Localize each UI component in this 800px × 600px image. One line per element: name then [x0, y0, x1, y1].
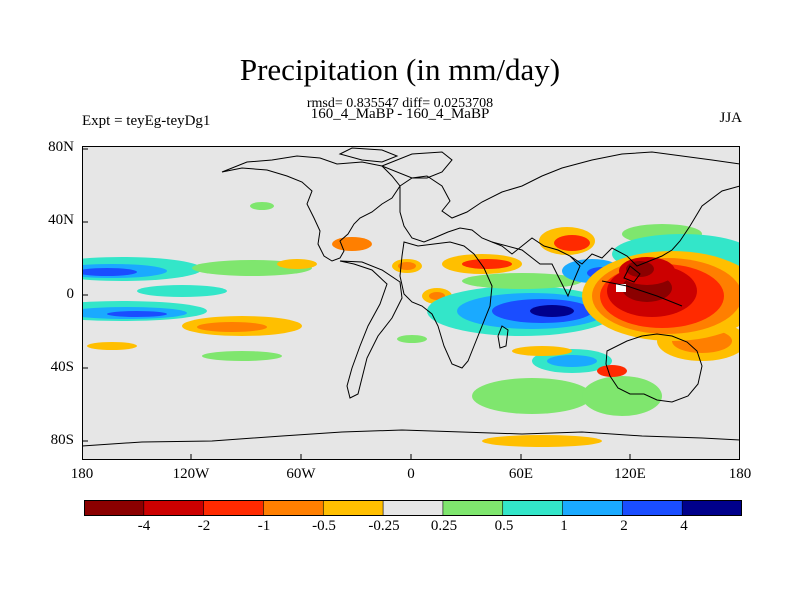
colorbar-label: -2 [197, 518, 211, 534]
colorbar-swatch [562, 500, 624, 516]
colorbar-swatch [203, 500, 265, 516]
colorbar-swatch [143, 500, 205, 516]
map-ticks [82, 148, 631, 460]
colorbar-label: -1 [257, 518, 271, 534]
plot-title: Precipitation (in mm/day) [239, 52, 561, 87]
colorbar-label: -4 [137, 518, 151, 534]
x-tick-120e: 120E [614, 466, 646, 482]
colorbar-label: 0.25 [430, 518, 458, 534]
colorbar-label: 0.5 [494, 518, 514, 534]
colorbar-label: 4 [680, 518, 688, 534]
y-tick-40n: 40N [48, 212, 74, 228]
y-tick-40s: 40S [50, 359, 74, 375]
stats-line: rmsd= 0.835547 diff= 0.0253708 [306, 96, 494, 111]
colorbar-swatch [382, 500, 444, 516]
colorbar-swatch [681, 500, 742, 516]
plot-subtitle: 160_4_MaBP - 160_4_MaBP [310, 106, 490, 122]
experiment-label: Expt = teyEg-teyDg1 [82, 113, 211, 129]
precip-difference-map [82, 146, 740, 460]
x-tick-180w: 180 [70, 466, 94, 482]
x-tick-60e: 60E [508, 466, 534, 482]
y-tick-80n: 80N [48, 139, 74, 155]
colorbar-swatch [263, 500, 325, 516]
colorbar [84, 500, 742, 516]
colorbar-label: -0.5 [312, 518, 336, 534]
colorbar-label: 1 [560, 518, 568, 534]
x-tick-60w: 60W [286, 466, 316, 482]
colorbar-swatch [442, 500, 504, 516]
x-tick-180e: 180 [728, 466, 752, 482]
colorbar-swatch [84, 500, 145, 516]
coastlines [82, 147, 740, 447]
season-label: JJA [719, 110, 742, 126]
colorbar-label: -0.25 [368, 518, 400, 534]
x-tick-120w: 120W [172, 466, 210, 482]
colorbar-swatch [622, 500, 683, 516]
colorbar-swatch [322, 500, 384, 516]
y-tick-80s: 80S [50, 432, 74, 448]
x-tick-0: 0 [407, 466, 415, 482]
y-tick-0: 0 [66, 286, 75, 302]
colorbar-swatch [502, 500, 564, 516]
colorbar-label: 2 [620, 518, 628, 534]
